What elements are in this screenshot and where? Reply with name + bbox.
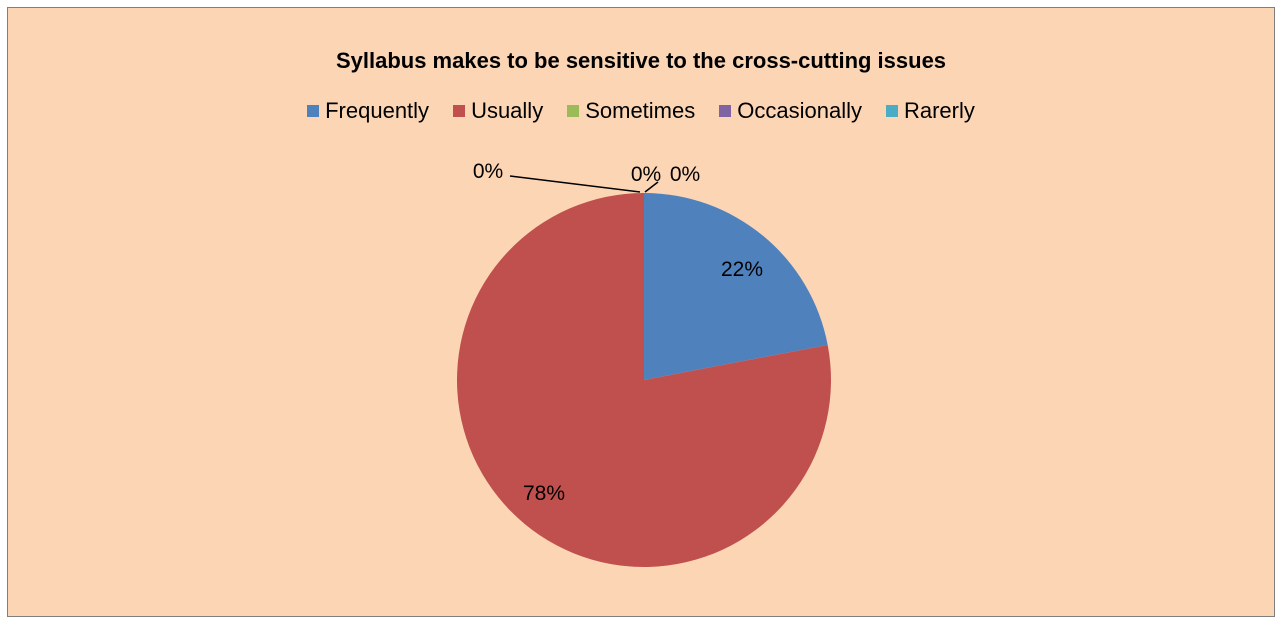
data-label-frequently: 22% bbox=[721, 258, 763, 281]
pie-slice-usually bbox=[457, 193, 831, 567]
pie-slice-frequently bbox=[644, 193, 828, 380]
legend-swatch bbox=[885, 105, 898, 117]
data-label-sometimes: 0% bbox=[473, 160, 503, 183]
legend-label: Sometimes bbox=[585, 98, 696, 123]
chart-title: Syllabus makes to be sensitive to the cr… bbox=[335, 48, 947, 73]
data-label-usually: 78% bbox=[523, 482, 565, 505]
legend-item-usually: Usually bbox=[453, 98, 543, 124]
legend-item-sometimes: Sometimes bbox=[567, 98, 695, 124]
legend-item-occasionally: Occasionally bbox=[719, 98, 862, 124]
leader-line bbox=[509, 175, 641, 193]
legend-swatch bbox=[453, 105, 466, 117]
legend-label: Occasionally bbox=[737, 98, 862, 123]
legend-item-frequently: Frequently bbox=[307, 98, 429, 124]
data-label-rarerly: 0% bbox=[670, 163, 700, 186]
leader-line bbox=[644, 181, 659, 193]
chart-legend: Frequently Usually Sometimes Occasionally Ra… bbox=[8, 98, 1274, 124]
legend-label: Frequently bbox=[325, 98, 430, 123]
legend-label: Rarerly bbox=[903, 98, 975, 123]
legend-swatch bbox=[307, 105, 320, 117]
legend-swatch bbox=[567, 105, 580, 117]
legend-label: Usually bbox=[471, 98, 544, 123]
data-label-occasionally: 0% bbox=[631, 163, 661, 186]
legend-swatch bbox=[719, 105, 732, 117]
legend-item-rarerly: Rarerly bbox=[885, 98, 975, 124]
